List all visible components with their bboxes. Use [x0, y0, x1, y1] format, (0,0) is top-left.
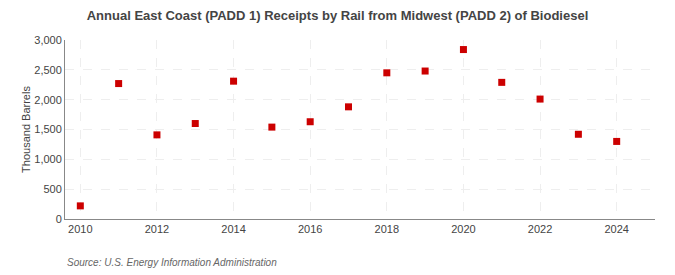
svg-text:2,000: 2,000	[34, 94, 62, 106]
svg-text:Annual East Coast (PADD 1) Rec: Annual East Coast (PADD 1) Receipts by R…	[87, 8, 589, 23]
svg-text:2020: 2020	[451, 223, 475, 235]
svg-text:500: 500	[43, 183, 61, 195]
svg-text:Thousand Barrels: Thousand Barrels	[20, 86, 32, 173]
svg-text:2016: 2016	[298, 223, 322, 235]
svg-text:2014: 2014	[221, 223, 245, 235]
svg-text:3,000: 3,000	[34, 34, 62, 46]
svg-text:2010: 2010	[68, 223, 92, 235]
svg-text:2024: 2024	[604, 223, 628, 235]
svg-text:2,500: 2,500	[34, 64, 62, 76]
svg-text:2012: 2012	[145, 223, 169, 235]
svg-text:0: 0	[56, 213, 62, 225]
svg-text:1,000: 1,000	[34, 153, 62, 165]
svg-text:2018: 2018	[375, 223, 399, 235]
svg-text:Source: U.S. Energy Informatio: Source: U.S. Energy Information Administ…	[67, 257, 277, 268]
svg-text:2022: 2022	[528, 223, 552, 235]
svg-text:1,500: 1,500	[34, 123, 62, 135]
